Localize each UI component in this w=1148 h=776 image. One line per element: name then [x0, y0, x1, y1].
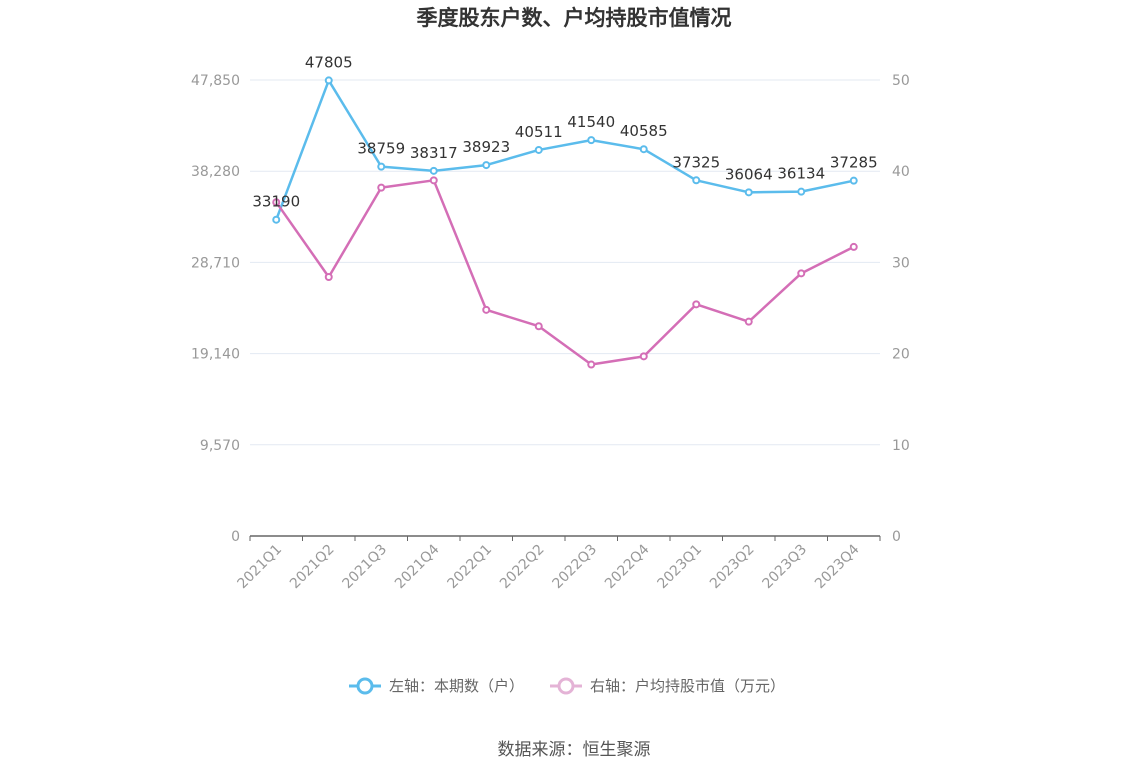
x-tick-label: 2023Q4: [812, 541, 863, 592]
series-point-0[interactable]: [849, 176, 858, 185]
x-tick-label: 2021Q3: [339, 542, 390, 593]
series-point-1[interactable]: [429, 176, 438, 185]
series-point-1[interactable]: [797, 269, 806, 278]
data-label: 38759: [357, 140, 405, 158]
x-tick-label: 2022Q2: [497, 542, 548, 593]
series-point-0[interactable]: [324, 76, 333, 85]
series-group: [272, 76, 858, 369]
series-point-1[interactable]: [692, 300, 701, 309]
series-point-1[interactable]: [377, 183, 386, 192]
legend-label-left: 左轴：本期数（户）: [389, 677, 524, 695]
data-label: 33190: [252, 193, 300, 211]
left-axis: 0 9,570 19,140 28,710 38,280 47,850: [191, 73, 240, 545]
series-point-0[interactable]: [429, 166, 438, 175]
legend-item-right[interactable]: 右轴：户均持股市值（万元）: [550, 677, 785, 695]
series-point-0[interactable]: [377, 162, 386, 171]
left-tick-label: 0: [231, 529, 240, 545]
series-point-1[interactable]: [324, 272, 333, 281]
x-tick-label: 2023Q3: [759, 542, 810, 593]
gridlines: [250, 79, 880, 446]
series-point-1[interactable]: [639, 352, 648, 361]
right-tick-label: 10: [892, 438, 910, 454]
data-label: 36134: [777, 165, 825, 183]
data-label: 40585: [620, 122, 668, 140]
right-tick-label: 0: [892, 529, 901, 545]
series-point-0[interactable]: [797, 187, 806, 196]
series-point-1[interactable]: [587, 360, 596, 369]
data-label: 41540: [567, 113, 615, 131]
x-tick-label: 2022Q1: [444, 542, 495, 593]
x-tick-label: 2023Q1: [654, 542, 705, 593]
series-point-0[interactable]: [534, 145, 543, 154]
data-label: 36064: [725, 165, 773, 183]
source-note: 数据来源：恒生聚源: [498, 740, 651, 760]
x-tick-label: 2021Q2: [287, 542, 338, 593]
right-tick-label: 50: [892, 73, 910, 89]
data-label: 37285: [830, 154, 878, 172]
chart-title: 季度股东户数、户均持股市值情况: [417, 6, 732, 30]
series-point-1[interactable]: [272, 198, 281, 207]
series-point-0[interactable]: [272, 215, 281, 224]
series-point-1[interactable]: [534, 322, 543, 331]
right-axis: 0 10 20 30 40 50: [892, 73, 910, 545]
left-tick-label: 9,570: [200, 438, 240, 454]
series-point-1[interactable]: [849, 242, 858, 251]
data-label: 37325: [672, 153, 720, 171]
data-label: 38317: [410, 144, 458, 162]
left-tick-label: 47,850: [191, 73, 240, 89]
series-point-0[interactable]: [587, 136, 596, 145]
series-point-0[interactable]: [639, 145, 648, 154]
series-line-1: [275, 179, 855, 366]
series-point-1[interactable]: [482, 305, 491, 314]
x-tick-label: 2023Q2: [707, 542, 758, 593]
series-point-0[interactable]: [482, 161, 491, 170]
legend[interactable]: 左轴：本期数（户） 右轴：户均持股市值（万元）: [349, 677, 785, 695]
x-tick-label: 2021Q4: [392, 541, 443, 592]
series-point-0[interactable]: [744, 188, 753, 197]
left-tick-label: 19,140: [191, 347, 240, 363]
x-tick-label: 2022Q3: [549, 542, 600, 593]
legend-item-left[interactable]: 左轴：本期数（户）: [349, 677, 524, 695]
data-label: 47805: [305, 53, 353, 71]
x-tick-label: 2021Q1: [234, 542, 285, 593]
x-axis: 2021Q1 2021Q2 2021Q3 2021Q4 2022Q1 2022Q2 2022…: [234, 535, 881, 593]
series-point-1[interactable]: [744, 317, 753, 326]
right-tick-label: 20: [892, 347, 910, 363]
data-label: 40511: [515, 123, 563, 141]
left-tick-label: 38,280: [191, 164, 240, 180]
x-tick-label: 2022Q4: [602, 541, 653, 592]
legend-label-right: 右轴：户均持股市值（万元）: [590, 677, 785, 695]
left-tick-label: 28,710: [191, 255, 240, 271]
legend-marker-right: [557, 677, 575, 695]
right-tick-label: 30: [892, 255, 910, 271]
right-tick-label: 40: [892, 164, 910, 180]
legend-marker-left: [356, 677, 374, 695]
series-point-0[interactable]: [692, 176, 701, 185]
series-line-0: [275, 79, 855, 221]
data-label: 38923: [462, 138, 510, 156]
